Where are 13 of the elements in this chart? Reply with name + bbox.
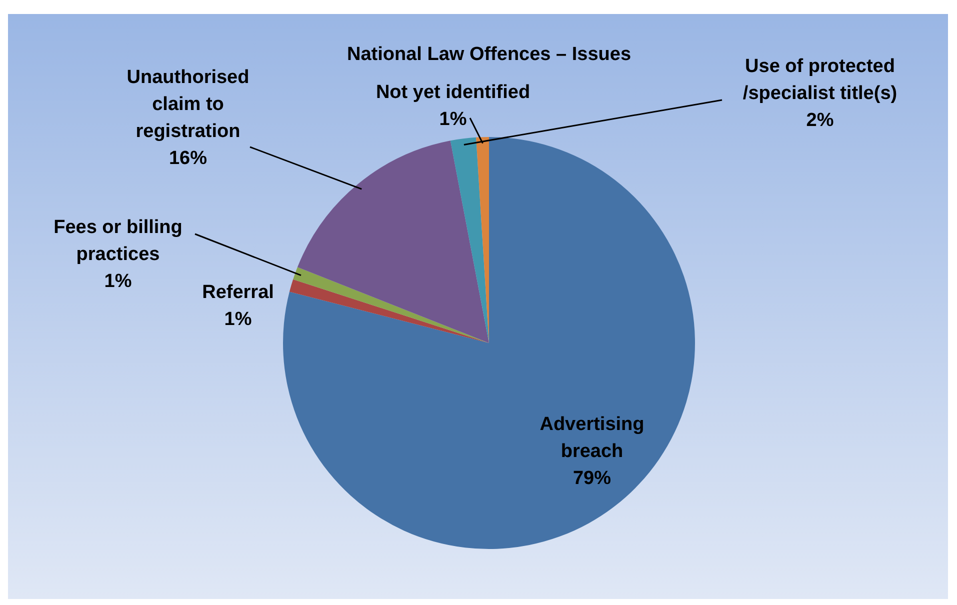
data-label: 2% <box>806 110 834 132</box>
slice-label: Fees or billing practices <box>54 217 182 266</box>
data-label: 1% <box>439 109 467 130</box>
slice-label: Not yet identified <box>376 82 530 104</box>
slice-label: Advertising breach <box>540 414 644 462</box>
data-label: 16% <box>168 148 208 170</box>
data-label: 79% <box>572 468 612 490</box>
slice-label: Unauthorised claim to registration <box>126 67 250 142</box>
data-label: 1% <box>224 309 252 330</box>
data-label: 1% <box>104 271 132 292</box>
chart-title: National Law Offences – Issues <box>346 44 632 66</box>
slice-label: Use of protected /specialist title(s) <box>742 56 898 104</box>
slice-label: Referral <box>202 282 274 304</box>
